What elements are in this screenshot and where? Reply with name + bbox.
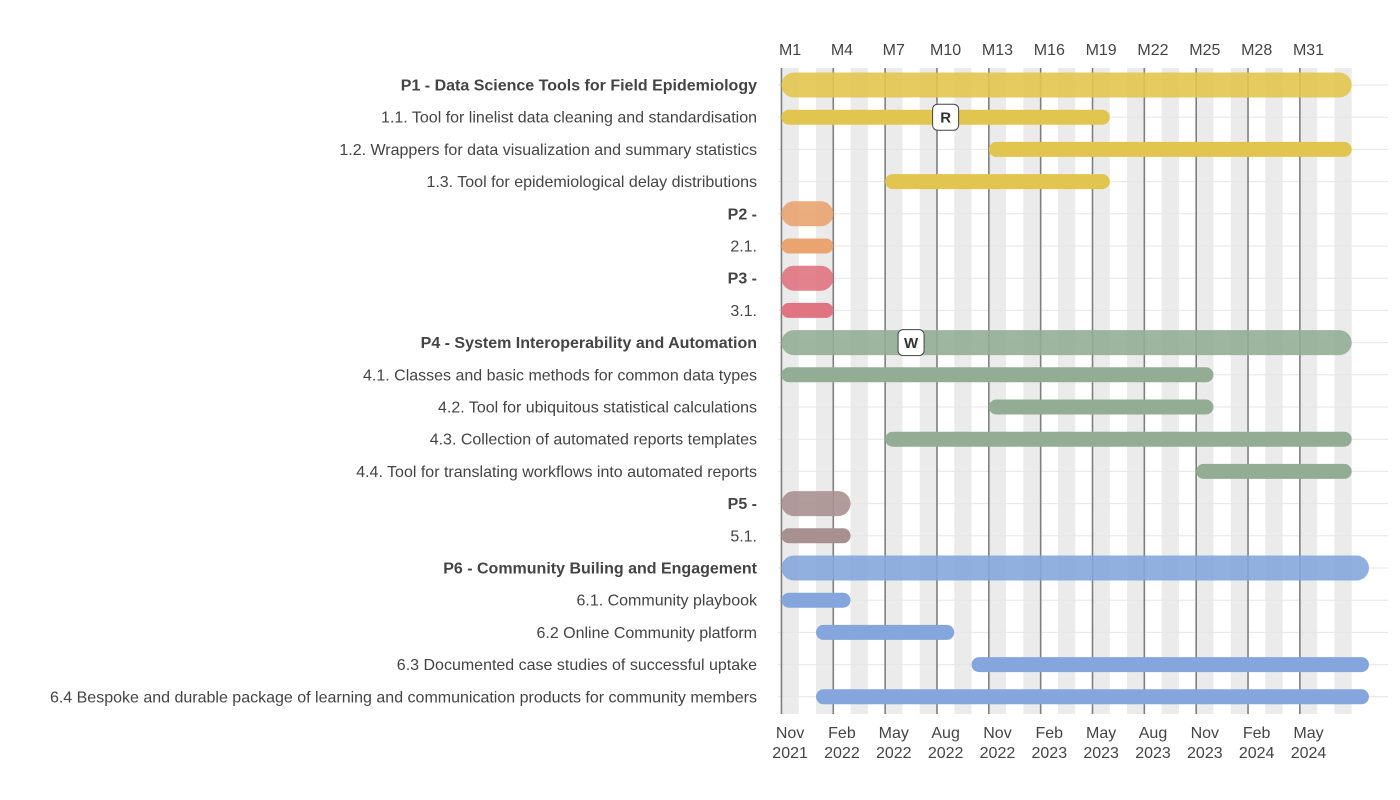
bottom-tick-label: May 2024 <box>1291 725 1327 762</box>
month-band <box>1299 68 1318 714</box>
task-label: 1.2. Wrappers for data visualization and… <box>339 142 757 159</box>
package-label: P5 - <box>728 496 757 513</box>
month-band <box>919 68 937 714</box>
month-band <box>1127 68 1145 714</box>
top-tick-label: M22 <box>1137 42 1168 59</box>
milestone-markers: RW <box>897 103 960 357</box>
month-band <box>1265 68 1283 714</box>
task-label: 5.1. <box>730 528 757 545</box>
milestone-box <box>932 103 960 131</box>
month-band <box>1230 68 1249 714</box>
task-label: 6.4 Bespoke and durable package of learn… <box>50 689 757 706</box>
bottom-tick-label: May 2023 <box>1083 725 1119 762</box>
bottom-tick-label: May 2022 <box>876 725 912 762</box>
top-tick-label: M1 <box>779 42 801 59</box>
top-tick-label: M28 <box>1241 42 1272 59</box>
task-label: 2.1. <box>730 239 757 256</box>
bottom-tick-label: Nov 2022 <box>980 725 1016 762</box>
package-label: P2 - <box>728 206 757 223</box>
task-label: 6.1. Community playbook <box>576 593 758 610</box>
month-band <box>1334 68 1352 714</box>
task-label: 6.3 Documented case studies of successfu… <box>397 657 757 674</box>
month-bands <box>781 68 1352 714</box>
package-label: P1 - Data Science Tools for Field Epidem… <box>401 78 757 95</box>
task-label: 4.3. Collection of automated reports tem… <box>430 432 757 449</box>
top-axis-ticks: M1 M4 M7 M10 M13 M16 M19 M22 M25 M28 M31 <box>779 42 1324 59</box>
milestone-label: W <box>904 335 919 352</box>
bottom-tick-label: Aug 2023 <box>1135 725 1171 762</box>
bottom-tick-label: Feb 2022 <box>824 725 860 762</box>
top-tick-label: M31 <box>1293 42 1324 59</box>
month-band <box>1196 68 1214 714</box>
bottom-tick-label: Aug 2022 <box>928 725 964 762</box>
top-tick-label: M4 <box>831 42 853 59</box>
month-band <box>816 68 834 714</box>
package-label: P3 - <box>728 271 757 288</box>
bottom-tick-label: Nov 2021 <box>772 725 808 762</box>
month-band <box>781 68 799 714</box>
task-label: 4.2. Tool for ubiquitous statistical cal… <box>438 400 757 417</box>
task-label: 1.1. Tool for linelist data cleaning and… <box>381 110 757 127</box>
month-band <box>1092 68 1110 714</box>
package-label: P6 - Community Builing and Engagement <box>443 561 757 578</box>
month-band <box>1023 68 1041 714</box>
task-label: 6.2 Online Community platform <box>536 625 757 642</box>
milestone-box <box>897 329 925 357</box>
top-tick-label: M13 <box>982 42 1013 59</box>
task-label: 1.3. Tool for epidemiological delay dist… <box>426 174 757 191</box>
top-tick-label: M10 <box>930 42 961 59</box>
top-tick-label: M25 <box>1189 42 1220 59</box>
bottom-axis-ticks: Nov 2021 Feb 2022 May 2022 Aug 2022 Nov 2022 Feb 20… <box>772 725 1326 762</box>
month-band <box>988 68 1007 714</box>
month-band <box>885 68 903 714</box>
milestone-label: R <box>940 110 951 127</box>
month-band <box>954 68 972 714</box>
task-label: 4.1. Classes and basic methods for commo… <box>363 367 757 384</box>
month-band <box>850 68 868 714</box>
top-tick-label: M16 <box>1034 42 1065 59</box>
task-label: 4.4. Tool for translating workflows into… <box>356 464 757 481</box>
month-band <box>1161 68 1179 714</box>
bottom-tick-label: Feb 2023 <box>1032 725 1068 762</box>
task-labels: P1 - Data Science Tools for Field Epidem… <box>50 78 758 707</box>
top-tick-label: M19 <box>1086 42 1117 59</box>
bottom-tick-label: Nov 2023 <box>1187 725 1223 762</box>
top-tick-label: M7 <box>883 42 905 59</box>
month-band <box>1057 68 1076 714</box>
bottom-tick-label: Feb 2024 <box>1239 725 1275 762</box>
package-label: P4 - System Interoperability and Automat… <box>421 335 757 352</box>
task-bars <box>781 72 1369 705</box>
task-label: 3.1. <box>730 303 757 320</box>
